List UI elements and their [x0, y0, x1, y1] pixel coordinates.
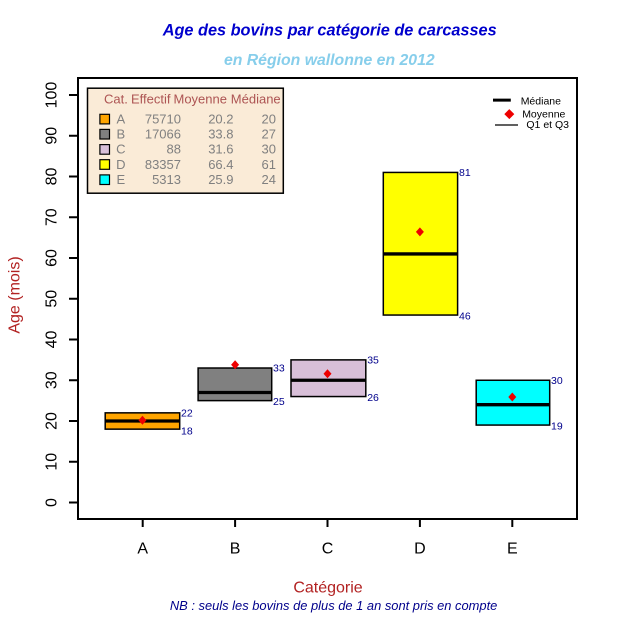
svg-text:Age des bovins par catégorie d: Age des bovins par catégorie de carcasse… — [162, 22, 497, 40]
svg-text:Médiane: Médiane — [231, 92, 281, 107]
svg-text:31.6: 31.6 — [208, 142, 233, 157]
svg-text:35: 35 — [367, 354, 379, 366]
svg-text:A: A — [137, 541, 148, 558]
svg-text:C: C — [116, 142, 125, 157]
svg-text:81: 81 — [459, 167, 471, 179]
svg-text:80: 80 — [44, 168, 61, 186]
svg-text:24: 24 — [262, 172, 276, 187]
svg-text:B: B — [230, 541, 241, 558]
svg-text:90: 90 — [44, 127, 61, 145]
svg-text:B: B — [116, 127, 125, 142]
svg-text:88: 88 — [167, 142, 181, 157]
svg-text:50: 50 — [44, 290, 61, 308]
svg-text:E: E — [116, 172, 125, 187]
svg-text:22: 22 — [181, 407, 193, 419]
svg-text:17066: 17066 — [145, 127, 181, 142]
svg-text:Cat.: Cat. — [104, 92, 128, 107]
svg-text:30: 30 — [262, 142, 276, 157]
svg-text:75710: 75710 — [145, 111, 181, 126]
svg-text:Age (mois): Age (mois) — [6, 256, 23, 333]
svg-text:20: 20 — [44, 412, 61, 430]
svg-text:0: 0 — [44, 498, 61, 507]
svg-text:D: D — [414, 541, 426, 558]
svg-text:83357: 83357 — [145, 157, 181, 172]
svg-text:46: 46 — [459, 311, 471, 323]
svg-text:Q1 et Q3: Q1 et Q3 — [526, 119, 569, 131]
svg-text:Catégorie: Catégorie — [293, 580, 362, 597]
svg-text:5313: 5313 — [152, 172, 181, 187]
svg-text:60: 60 — [44, 249, 61, 267]
svg-text:NB : seuls les bovins de plus: NB : seuls les bovins de plus de 1 an so… — [170, 598, 497, 613]
svg-text:33: 33 — [273, 363, 285, 375]
svg-text:Moyenne: Moyenne — [174, 92, 227, 107]
svg-text:30: 30 — [551, 375, 563, 387]
svg-text:E: E — [507, 541, 518, 558]
svg-text:40: 40 — [44, 331, 61, 349]
svg-text:25: 25 — [273, 396, 285, 408]
svg-text:30: 30 — [44, 371, 61, 389]
svg-text:19: 19 — [551, 421, 563, 433]
svg-text:A: A — [116, 111, 125, 126]
svg-text:10: 10 — [44, 453, 61, 471]
svg-text:C: C — [322, 541, 334, 558]
svg-text:27: 27 — [262, 127, 276, 142]
svg-text:D: D — [116, 157, 125, 172]
svg-text:70: 70 — [44, 208, 61, 226]
svg-text:18: 18 — [181, 426, 193, 438]
svg-text:33.8: 33.8 — [208, 127, 233, 142]
svg-text:25.9: 25.9 — [208, 172, 233, 187]
svg-text:20.2: 20.2 — [208, 111, 233, 126]
svg-text:Effectif: Effectif — [131, 92, 171, 107]
svg-text:66.4: 66.4 — [208, 157, 233, 172]
svg-text:26: 26 — [367, 392, 379, 404]
svg-text:20: 20 — [262, 111, 276, 126]
svg-text:100: 100 — [44, 82, 61, 109]
svg-text:Moyenne: Moyenne — [522, 108, 565, 120]
svg-text:61: 61 — [262, 157, 276, 172]
svg-text:Médiane: Médiane — [521, 96, 561, 108]
svg-text:en Région wallonne en 2012: en Région wallonne en 2012 — [224, 52, 435, 69]
